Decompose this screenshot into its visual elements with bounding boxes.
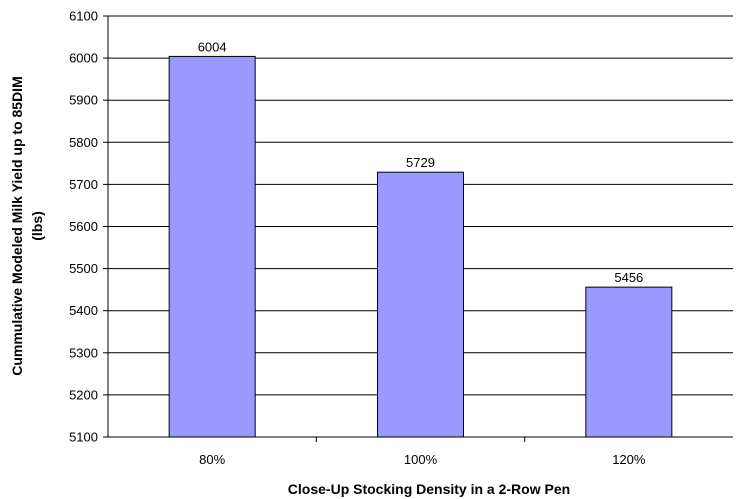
y-axis-title-line-1: Cummulative Modeled Milk Yield up to 85D… (9, 76, 25, 376)
bar (168, 55, 256, 438)
data-label: 5729 (406, 155, 435, 170)
x-tick-label: 100% (404, 452, 438, 467)
data-labels: 6004 5729 5456 (198, 39, 644, 285)
x-axis-title: Close-Up Stocking Density in a 2-Row Pen (288, 481, 570, 497)
bars (168, 55, 673, 438)
y-tick-label: 5400 (69, 303, 98, 318)
y-tick-label: 5500 (69, 261, 98, 276)
y-tick-label: 5200 (69, 387, 98, 402)
x-tick-label: 120% (612, 452, 646, 467)
y-axis-title-line-2: (lbs) (29, 211, 45, 241)
y-tick-label: 5300 (69, 345, 98, 360)
y-tick-label: 5800 (69, 135, 98, 150)
data-label: 6004 (198, 39, 227, 54)
y-tick-label: 5700 (69, 177, 98, 192)
data-label: 5456 (614, 270, 643, 285)
axes (107, 16, 733, 438)
x-tick-labels: 80% 100% 120% (199, 452, 646, 467)
bar (377, 171, 464, 438)
bar (585, 286, 673, 438)
y-tick-labels: 5100 5200 5300 5400 5500 5600 5700 5800 5900 6000… (69, 9, 98, 445)
y-tick-label: 6100 (69, 9, 98, 24)
y-tick-label: 6000 (69, 51, 98, 66)
x-tick-label: 80% (199, 452, 225, 467)
y-tick-label: 5100 (69, 430, 98, 445)
y-tick-label: 5900 (69, 93, 98, 108)
y-tick-label: 5600 (69, 219, 98, 234)
y-axis-title: Cummulative Modeled Milk Yield up to 85D… (9, 76, 45, 376)
